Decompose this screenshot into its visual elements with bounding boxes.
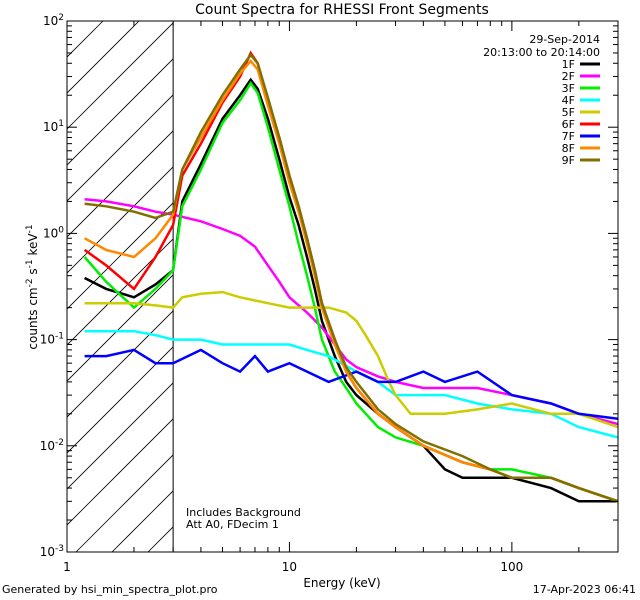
annotation-background: Includes Background — [186, 506, 301, 519]
y-tick-label: 10-1 — [40, 332, 64, 347]
series-line-1F — [84, 77, 618, 503]
hatch-line — [67, 202, 174, 310]
footer-timestamp: 17-Apr-2023 06:41 — [532, 583, 636, 596]
x-tick-label: 1 — [63, 560, 71, 574]
hatch-line — [67, 166, 174, 274]
y-tick-label: 101 — [43, 119, 64, 134]
hatch-line — [67, 346, 174, 454]
hatch-line — [67, 58, 174, 166]
series-layer — [83, 50, 618, 503]
excluded-region-hatch — [67, 21, 174, 552]
date-label: 29-Sep-2014 — [529, 33, 600, 46]
y-tick-label: 10-3 — [40, 544, 64, 559]
series-line-4F — [84, 329, 618, 439]
legend-label-6F: 6F — [562, 118, 575, 131]
annotation-attenuator: Att A0, FDecim 1 — [186, 518, 279, 531]
series-line-2F — [84, 197, 618, 426]
y-axis-label: counts cm-2 s-1 keV-1 — [25, 224, 40, 349]
legend-label-4F: 4F — [562, 94, 575, 107]
legend-label-3F: 3F — [562, 82, 575, 95]
hatch-line — [67, 21, 140, 94]
legend-label-2F: 2F — [562, 70, 575, 83]
legend-label-5F: 5F — [562, 106, 575, 119]
legend-label-1F: 1F — [562, 58, 575, 71]
hatch-line — [67, 22, 174, 130]
x-axis-label: Energy (keV) — [303, 576, 380, 590]
legend-label-7F: 7F — [562, 130, 575, 143]
series-line-5F — [84, 290, 618, 429]
y-tick-label: 102 — [43, 13, 64, 28]
series-line-8F — [84, 59, 618, 503]
axis-ticks — [66, 20, 619, 553]
y-tick-labels: 10-3 10-2 10-1 100 101 102 — [40, 13, 65, 559]
footer-generated-by: Generated by hsi_min_spectra_plot.pro — [2, 583, 218, 596]
hatch-line — [67, 21, 104, 58]
time-range-label: 20:13:00 to 20:14:00 — [483, 46, 600, 59]
hatch-line — [67, 238, 174, 346]
hatch-line — [67, 274, 174, 382]
y-tick-label: 100 — [43, 225, 64, 240]
legend-label-8F: 8F — [562, 142, 575, 155]
y-tick-label: 10-2 — [40, 438, 64, 453]
series-line-9F — [84, 52, 618, 503]
series-line-7F — [84, 348, 618, 420]
x-tick-label: 10 — [282, 560, 297, 574]
x-tick-labels: 1 10 100 — [63, 560, 523, 574]
hatch-line — [67, 94, 174, 202]
hatch-line — [67, 382, 174, 490]
series-line-3F — [83, 80, 618, 503]
hatch-line — [67, 418, 174, 526]
legend-label-9F: 9F — [562, 154, 575, 167]
hatch-line — [75, 454, 174, 552]
chart-title: Count Spectra for RHESSI Front Segments — [195, 2, 489, 18]
x-tick-label: 100 — [500, 560, 523, 574]
hatch-line — [67, 310, 174, 418]
plot-frame — [66, 20, 619, 553]
